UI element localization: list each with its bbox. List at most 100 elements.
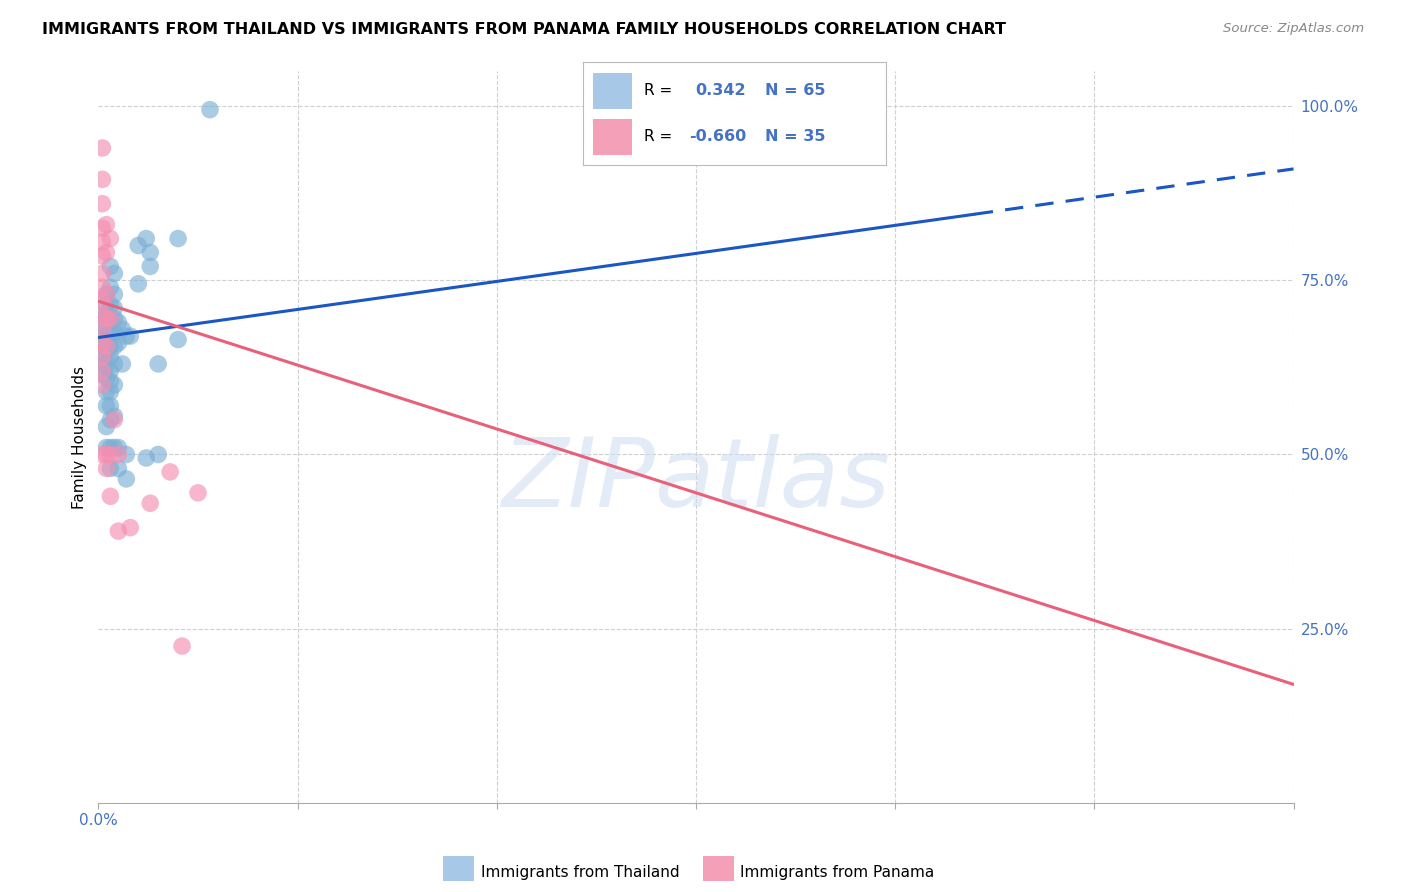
Point	[91, 368, 114, 382]
Point	[91, 196, 114, 211]
Point	[98, 260, 122, 274]
Point	[96, 399, 118, 413]
Text: -0.660: -0.660	[689, 129, 747, 145]
Point	[98, 384, 122, 399]
Point	[103, 287, 125, 301]
Text: 0.342: 0.342	[696, 83, 747, 98]
Point	[91, 308, 114, 322]
Point	[187, 485, 209, 500]
Point	[96, 343, 118, 357]
Point	[98, 375, 122, 389]
Point	[115, 329, 138, 343]
Point	[98, 441, 122, 455]
Point	[98, 412, 122, 426]
Point	[91, 235, 114, 249]
Text: R =: R =	[644, 129, 672, 145]
Point	[98, 231, 122, 245]
Bar	[592, 73, 631, 109]
Point	[91, 357, 114, 371]
Point	[91, 350, 114, 364]
Point	[98, 461, 122, 475]
Point	[103, 301, 125, 316]
Point	[172, 639, 194, 653]
Point	[115, 448, 138, 462]
Point	[96, 311, 118, 326]
Text: N = 35: N = 35	[765, 129, 825, 145]
Point	[111, 357, 134, 371]
Point	[91, 336, 114, 351]
Point	[115, 472, 138, 486]
Point	[103, 377, 125, 392]
Point	[103, 339, 125, 353]
Point	[96, 322, 118, 336]
Point	[159, 465, 181, 479]
Text: N = 65: N = 65	[765, 83, 825, 98]
Point	[91, 448, 114, 462]
Point	[91, 172, 114, 186]
Point	[107, 336, 129, 351]
Point	[96, 441, 118, 455]
Point	[98, 280, 122, 294]
Point	[103, 311, 125, 326]
Point	[127, 238, 149, 252]
Point	[96, 448, 118, 462]
Point	[96, 339, 118, 353]
Point	[91, 294, 114, 309]
Point	[107, 315, 129, 329]
Point	[98, 311, 122, 326]
Point	[103, 266, 125, 280]
Point	[148, 448, 170, 462]
Point	[103, 441, 125, 455]
Point	[98, 339, 122, 353]
Point	[103, 326, 125, 340]
Point	[98, 311, 122, 326]
Point	[91, 377, 114, 392]
Text: Source: ZipAtlas.com: Source: ZipAtlas.com	[1223, 22, 1364, 36]
Point	[98, 364, 122, 378]
Point	[91, 280, 114, 294]
Point	[98, 326, 122, 340]
Point	[96, 245, 118, 260]
Point	[103, 409, 125, 424]
Point	[139, 496, 162, 510]
Point	[91, 336, 114, 351]
Point	[107, 448, 129, 462]
Text: Immigrants from Panama: Immigrants from Panama	[740, 865, 934, 880]
Point	[96, 357, 118, 371]
Text: ZIPatlas: ZIPatlas	[502, 434, 890, 527]
Point	[96, 287, 118, 301]
Point	[96, 371, 118, 385]
Point	[96, 461, 118, 475]
Text: IMMIGRANTS FROM THAILAND VS IMMIGRANTS FROM PANAMA FAMILY HOUSEHOLDS CORRELATION: IMMIGRANTS FROM THAILAND VS IMMIGRANTS F…	[42, 22, 1007, 37]
Point	[96, 287, 118, 301]
Point	[135, 231, 157, 245]
Point	[96, 308, 118, 322]
Point	[91, 364, 114, 378]
Point	[107, 441, 129, 455]
Point	[91, 141, 114, 155]
Point	[91, 221, 114, 235]
Point	[96, 298, 118, 312]
Point	[98, 448, 122, 462]
Text: Immigrants from Thailand: Immigrants from Thailand	[481, 865, 679, 880]
Point	[98, 298, 122, 312]
Bar	[592, 119, 631, 155]
Point	[148, 357, 170, 371]
Point	[167, 231, 190, 245]
Point	[139, 245, 162, 260]
Point	[91, 350, 114, 364]
Point	[91, 329, 114, 343]
Point	[103, 412, 125, 426]
Point	[98, 350, 122, 364]
Point	[96, 419, 118, 434]
Point	[167, 333, 190, 347]
Point	[198, 103, 221, 117]
Point	[120, 329, 142, 343]
Point	[96, 218, 118, 232]
Point	[107, 461, 129, 475]
Point	[103, 357, 125, 371]
Point	[91, 339, 114, 353]
Point	[111, 322, 134, 336]
Point	[91, 308, 114, 322]
Point	[96, 384, 118, 399]
